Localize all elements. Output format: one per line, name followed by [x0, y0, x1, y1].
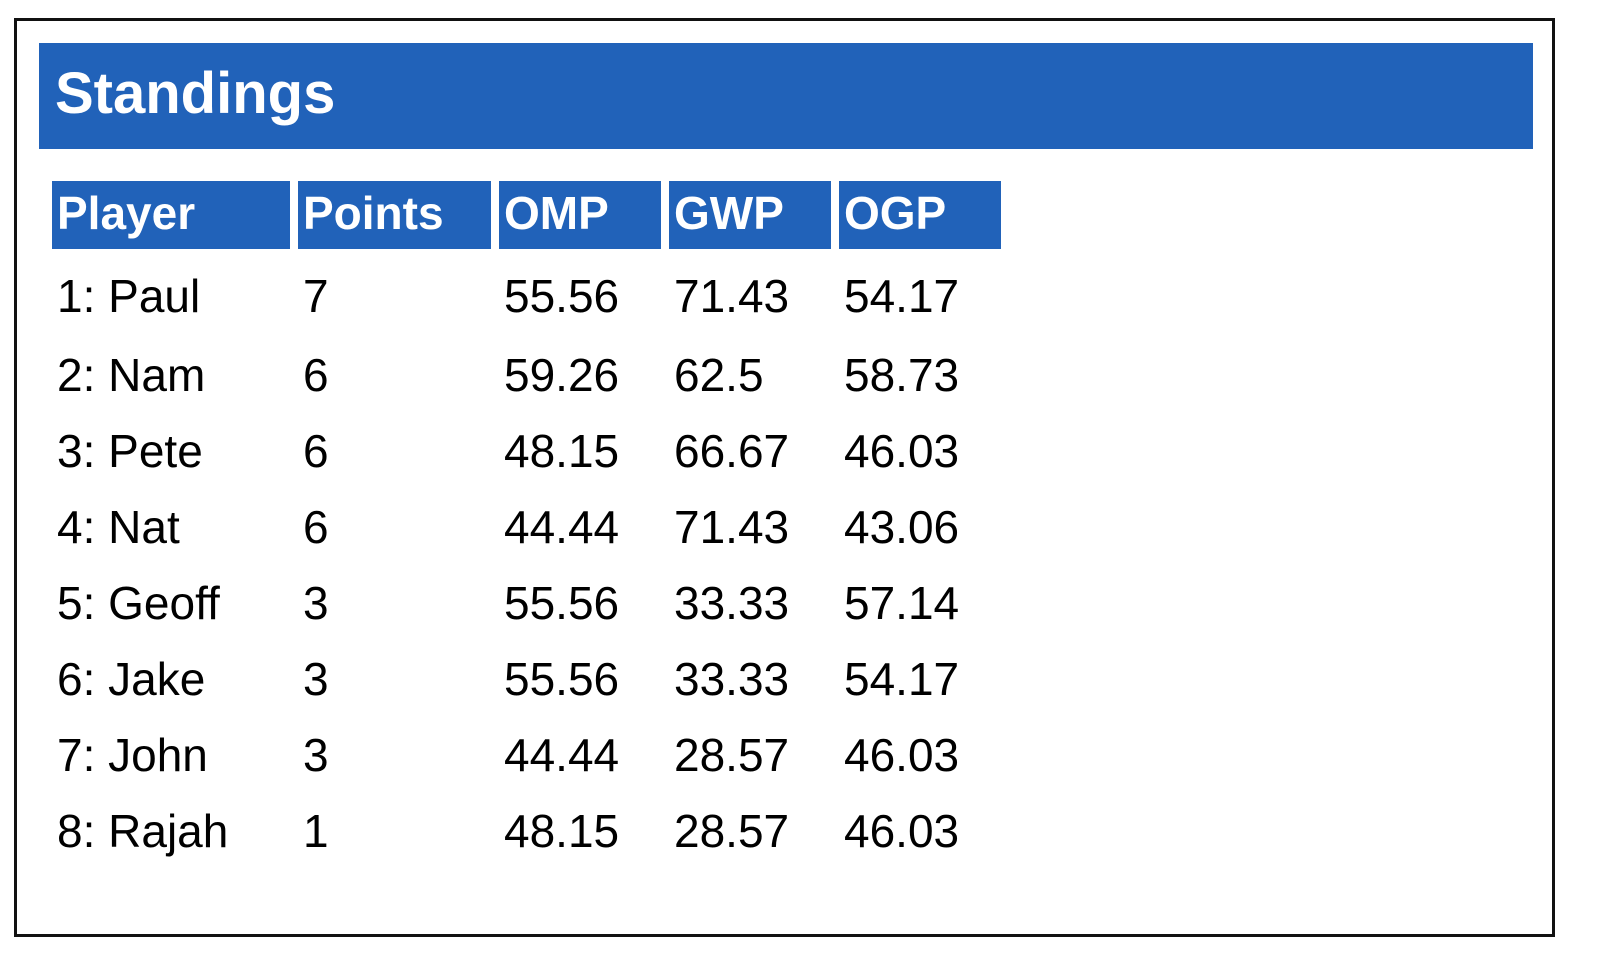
table-header-row: Player Points OMP GWP OGP	[52, 181, 1001, 249]
cell-points: 7	[303, 270, 329, 322]
cell-ogp: 46.03	[844, 425, 960, 477]
table-row: 5: Geoff 3 55.56 33.33 57.14	[52, 565, 1001, 641]
cell-omp: 55.56	[504, 270, 620, 322]
cell-points: 6	[303, 501, 329, 553]
cell-ogp: 46.03	[844, 729, 960, 781]
column-header-player: Player	[52, 181, 290, 249]
cell-points: 6	[303, 349, 329, 401]
cell-omp: 55.56	[504, 577, 620, 629]
table-row: 2: Nam 6 59.26 62.5 58.73	[52, 337, 1001, 413]
table-row: 7: John 3 44.44 28.57 46.03	[52, 717, 1001, 793]
column-header-gwp: GWP	[669, 181, 831, 249]
cell-ogp: 54.17	[844, 270, 960, 322]
table-row: 6: Jake 3 55.56 33.33 54.17	[52, 641, 1001, 717]
cell-points: 1	[303, 805, 329, 857]
page-title: Standings	[55, 61, 336, 126]
cell-ogp: 46.03	[844, 805, 960, 857]
table-row: 3: Pete 6 48.15 66.67 46.03	[52, 413, 1001, 489]
standings-table: Player Points OMP GWP OGP 1: Paul 7 55.5…	[44, 181, 1009, 869]
table-body: 1: Paul 7 55.56 71.43 54.17 2: Nam 6 59.…	[52, 249, 1001, 869]
cell-gwp: 71.43	[674, 501, 790, 553]
cell-gwp: 28.57	[674, 805, 790, 857]
cell-points: 3	[303, 729, 329, 781]
cell-omp: 48.15	[504, 425, 620, 477]
cell-player: 8: Rajah	[57, 805, 229, 857]
cell-points: 6	[303, 425, 329, 477]
cell-omp: 44.44	[504, 501, 620, 553]
cell-player: 7: John	[57, 729, 208, 781]
cell-gwp: 62.5	[674, 349, 764, 401]
cell-player: 6: Jake	[57, 653, 206, 705]
cell-gwp: 33.33	[674, 577, 790, 629]
standings-panel: Standings Player Points OMP GWP OGP 1: P…	[14, 18, 1555, 937]
column-header-omp: OMP	[499, 181, 661, 249]
cell-omp: 59.26	[504, 349, 620, 401]
cell-gwp: 66.67	[674, 425, 790, 477]
cell-ogp: 57.14	[844, 577, 960, 629]
table-row: 4: Nat 6 44.44 71.43 43.06	[52, 489, 1001, 565]
cell-points: 3	[303, 653, 329, 705]
cell-omp: 48.15	[504, 805, 620, 857]
cell-player: 4: Nat	[57, 501, 180, 553]
column-header-ogp: OGP	[839, 181, 1001, 249]
table-row: 8: Rajah 1 48.15 28.57 46.03	[52, 793, 1001, 869]
cell-player: 1: Paul	[57, 270, 201, 322]
cell-points: 3	[303, 577, 329, 629]
cell-gwp: 28.57	[674, 729, 790, 781]
cell-omp: 44.44	[504, 729, 620, 781]
cell-ogp: 54.17	[844, 653, 960, 705]
title-bar: Standings	[39, 43, 1533, 149]
cell-gwp: 71.43	[674, 270, 790, 322]
column-header-points: Points	[298, 181, 491, 249]
cell-ogp: 43.06	[844, 501, 960, 553]
cell-player: 5: Geoff	[57, 577, 220, 629]
cell-ogp: 58.73	[844, 349, 960, 401]
cell-omp: 55.56	[504, 653, 620, 705]
table-row: 1: Paul 7 55.56 71.43 54.17	[52, 249, 1001, 337]
cell-player: 2: Nam	[57, 349, 206, 401]
cell-player: 3: Pete	[57, 425, 203, 477]
cell-gwp: 33.33	[674, 653, 790, 705]
